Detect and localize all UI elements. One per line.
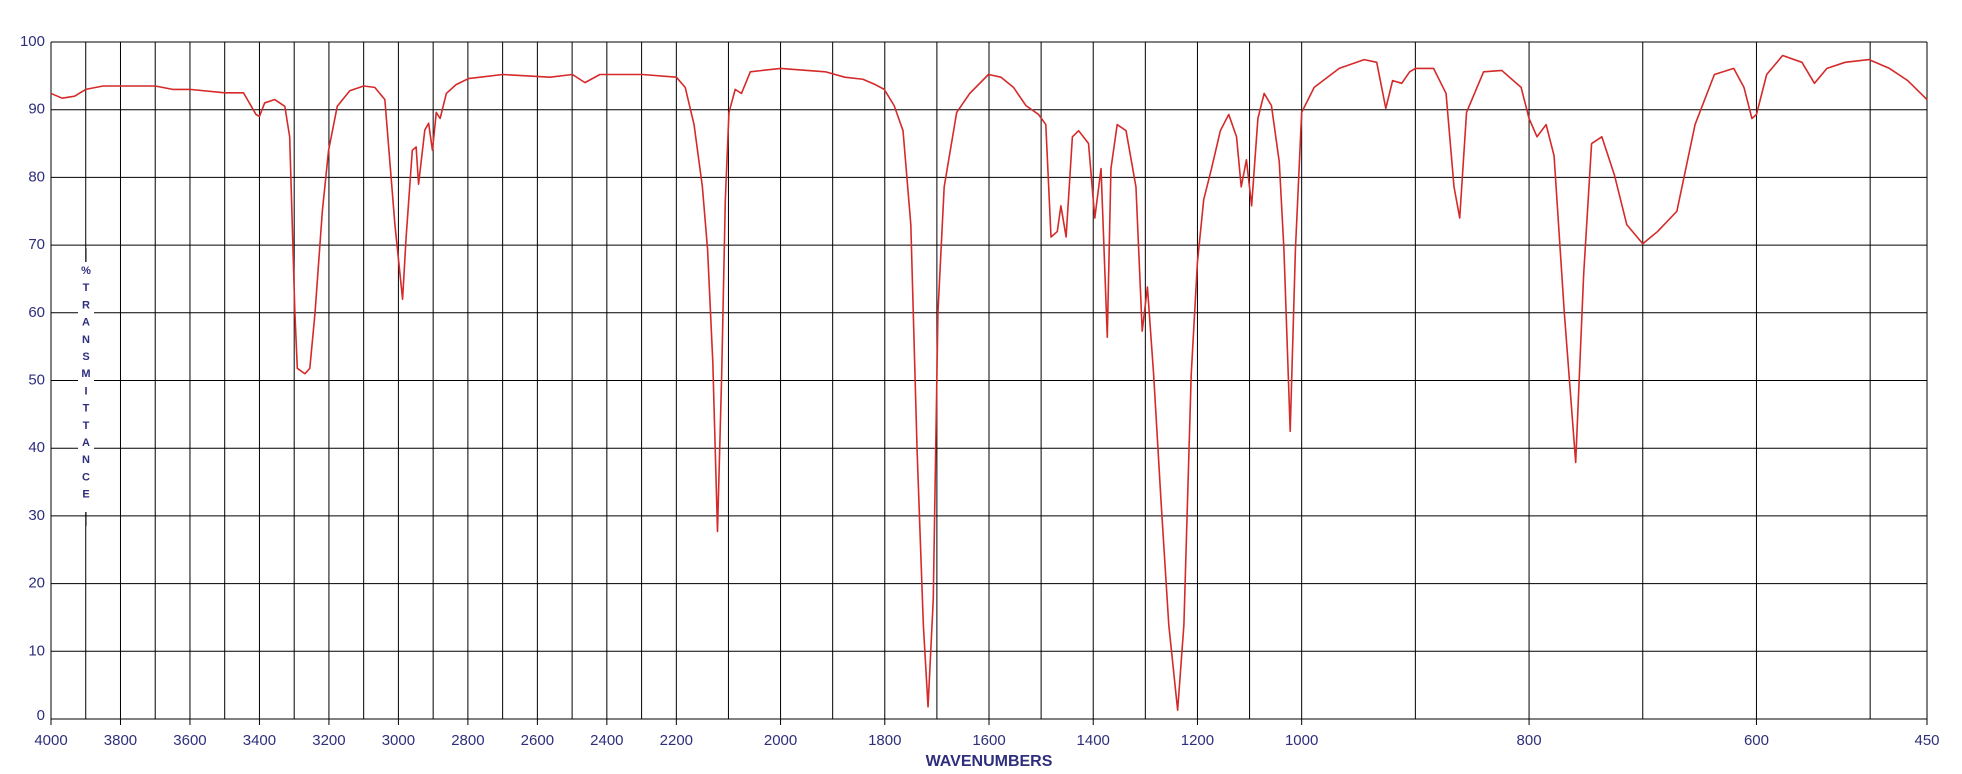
x-tick-label: 3200	[312, 732, 345, 749]
x-tick-label: 600	[1744, 732, 1769, 749]
y-tick-label: 70	[28, 236, 45, 253]
y-tick-label: 0	[37, 707, 45, 724]
x-tick-label: 1000	[1285, 732, 1318, 749]
y-tick-label: 90	[28, 101, 45, 118]
y-tick-label: 30	[28, 507, 45, 524]
y-tick-label: 50	[28, 371, 45, 388]
spectrum-line	[50, 54, 1928, 711]
y-tick-label: 40	[28, 439, 45, 456]
y-tick-label: 100	[20, 33, 45, 50]
x-tick-label: 1800	[868, 732, 901, 749]
x-tick-label: 3400	[243, 732, 276, 749]
x-tick-label: 2000	[764, 732, 797, 749]
x-tick-label: 1600	[972, 732, 1005, 749]
x-axis-label: WAVENUMBERS	[926, 753, 1053, 770]
y-axis-label: %TRANSMITTANCE	[80, 265, 92, 506]
x-tick-label: 2600	[521, 732, 554, 749]
y-tick-label: 80	[28, 168, 45, 185]
x-tick-label: 3600	[173, 732, 206, 749]
x-tick-label: 1400	[1077, 732, 1110, 749]
x-tick-label: 2200	[660, 732, 693, 749]
x-tick-label: 2800	[451, 732, 484, 749]
y-label-backing	[78, 262, 94, 512]
y-tick-label: 20	[28, 575, 45, 592]
x-tick-label: 3000	[382, 732, 415, 749]
x-tick-label: 2400	[590, 732, 623, 749]
y-tick-label: 10	[28, 642, 45, 659]
x-tick-label: 1200	[1181, 732, 1214, 749]
y-tick-label: 60	[28, 304, 45, 321]
x-tick-label: 450	[1914, 732, 1939, 749]
x-tick-label: 3800	[104, 732, 137, 749]
x-tick-label: 4000	[34, 732, 67, 749]
x-tick-label: 800	[1517, 732, 1542, 749]
